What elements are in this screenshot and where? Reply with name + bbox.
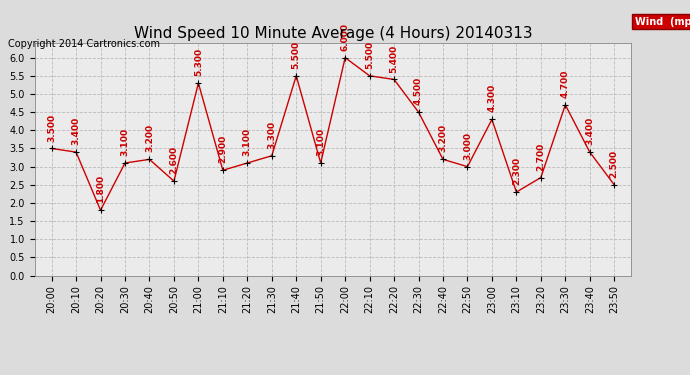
Text: 2.700: 2.700 [536,142,545,171]
Text: 2.900: 2.900 [218,135,227,164]
Text: 2.600: 2.600 [170,146,179,174]
Text: 3.200: 3.200 [145,124,154,152]
Text: 1.800: 1.800 [96,175,105,203]
Title: Wind Speed 10 Minute Average (4 Hours) 20140313: Wind Speed 10 Minute Average (4 Hours) 2… [134,26,532,40]
Text: 4.500: 4.500 [414,77,423,105]
Text: 5.300: 5.300 [194,48,203,76]
Text: 4.700: 4.700 [561,70,570,98]
Text: 3.400: 3.400 [72,117,81,145]
Text: 5.400: 5.400 [390,44,399,72]
Text: 3.300: 3.300 [267,121,276,149]
Text: 3.100: 3.100 [316,128,325,156]
Text: 3.200: 3.200 [439,124,448,152]
Text: 5.500: 5.500 [365,41,374,69]
Text: 3.400: 3.400 [585,117,594,145]
Text: 2.300: 2.300 [512,157,521,185]
Text: Wind  (mph): Wind (mph) [635,17,690,27]
Text: 3.100: 3.100 [243,128,252,156]
Text: Copyright 2014 Cartronics.com: Copyright 2014 Cartronics.com [8,39,160,50]
Text: 3.500: 3.500 [47,113,56,141]
Text: 5.500: 5.500 [292,41,301,69]
Text: 4.300: 4.300 [487,84,496,112]
Text: 3.100: 3.100 [121,128,130,156]
Text: 3.000: 3.000 [463,132,472,160]
Text: 6.000: 6.000 [341,23,350,51]
Text: 2.500: 2.500 [610,150,619,178]
